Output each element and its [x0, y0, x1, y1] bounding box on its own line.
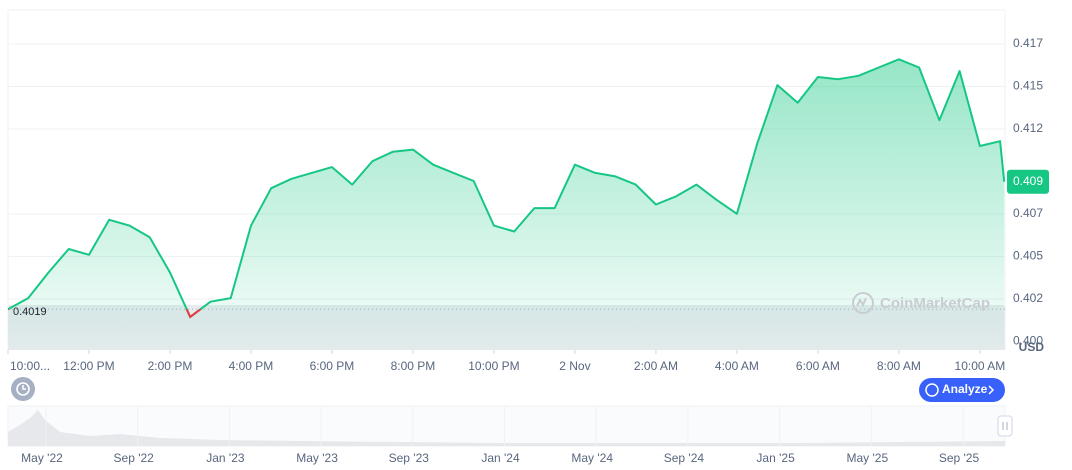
y-tick-label: 0.402	[1013, 291, 1043, 305]
y-tick-label: 0.412	[1013, 121, 1043, 135]
last-price-badge	[1007, 169, 1049, 194]
x-tick-label: 12:00 PM	[63, 359, 114, 373]
navigator-label: Jan '24	[481, 451, 520, 465]
x-tick-label: 8:00 PM	[391, 359, 436, 373]
navigator-label: Sep '24	[664, 451, 705, 465]
history-button[interactable]	[11, 377, 35, 401]
price-area	[8, 59, 1005, 351]
currency-label: USD	[1019, 340, 1045, 354]
x-tick-label: 2 Nov	[559, 359, 590, 373]
x-tick-label: 6:00 PM	[310, 359, 355, 373]
x-tick-label: 8:00 AM	[877, 359, 921, 373]
y-tick-label: 0.400	[1013, 334, 1043, 348]
last-price-label: 0.409	[1013, 174, 1043, 188]
y-tick-label: 0.405	[1013, 249, 1043, 263]
navigator-label: Sep '23	[389, 451, 430, 465]
x-tick-label: 6:00 AM	[796, 359, 840, 373]
analyze-button[interactable]: Analyze	[919, 378, 1005, 402]
y-tick-label: 0.417	[1013, 36, 1043, 50]
navigator-label: May '24	[571, 451, 613, 465]
watermark: CoinMarketCap	[880, 295, 990, 312]
navigator-label: Sep '22	[114, 451, 155, 465]
navigator-sparkline	[8, 410, 1005, 446]
x-tick-label: 10:00...	[10, 359, 50, 373]
watermark-logo	[852, 292, 874, 314]
x-tick-label: 4:00 PM	[229, 359, 274, 373]
open-price-label: 0.4019	[13, 306, 47, 318]
x-tick-label: 2:00 AM	[634, 359, 678, 373]
y-tick-label: 0.407	[1013, 206, 1043, 220]
navigator-label: Sep '25	[939, 451, 980, 465]
x-tick-label: 4:00 AM	[715, 359, 759, 373]
x-tick-label: 10:00 PM	[468, 359, 519, 373]
navigator-label: Jan '25	[756, 451, 795, 465]
x-tick-label: 10:00 AM	[955, 359, 1006, 373]
x-tick-label: 2:00 PM	[148, 359, 193, 373]
navigator-label: May '22	[21, 451, 63, 465]
y-tick-label: 0.415	[1013, 79, 1043, 93]
navigator-handle[interactable]	[997, 415, 1013, 437]
navigator-label: May '23	[296, 451, 338, 465]
navigator-label: May '25	[846, 451, 888, 465]
price-line	[7, 58, 1006, 318]
analyze-label[interactable]: Analyze	[942, 382, 988, 396]
navigator-label: Jan '23	[206, 451, 245, 465]
